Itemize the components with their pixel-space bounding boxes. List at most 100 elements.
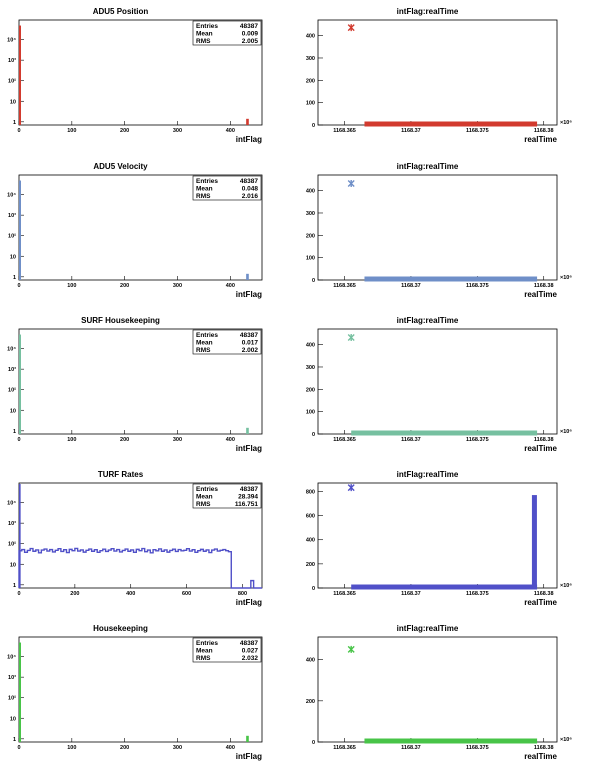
x-tick-label: 1168.37 bbox=[401, 283, 421, 289]
stats-label: Mean bbox=[196, 186, 213, 193]
stats-box bbox=[192, 20, 262, 46]
x-tick-label: 1168.38 bbox=[534, 591, 554, 597]
chart-title: intFlag:realTime bbox=[397, 162, 459, 171]
stats-label: RMS bbox=[196, 38, 211, 45]
x-tick-label: 100 bbox=[67, 437, 76, 443]
y-tick-label: 10⁴ bbox=[7, 501, 16, 507]
hist-bin bbox=[246, 735, 249, 742]
plot-frame bbox=[18, 482, 263, 589]
stats-value: 2.032 bbox=[242, 655, 259, 662]
y-tick-label: 10³ bbox=[8, 674, 16, 681]
x-tick-label: 1168.365 bbox=[333, 591, 356, 597]
x-axis-label: realTime bbox=[524, 752, 557, 761]
y-tick-label: 400 bbox=[306, 343, 315, 349]
chart-title: intFlag:realTime bbox=[397, 624, 459, 633]
y-tick-label: 1 bbox=[13, 583, 16, 589]
chart-title: SURF Housekeeping bbox=[81, 316, 160, 325]
stats-label: RMS bbox=[196, 655, 211, 662]
x-axis-label: intFlag bbox=[236, 752, 262, 761]
scatter-band bbox=[351, 430, 538, 436]
hist-bin bbox=[246, 427, 249, 434]
hist-bin bbox=[246, 118, 249, 125]
scatter-band bbox=[364, 121, 538, 127]
x-tick-label: 300 bbox=[173, 283, 182, 289]
y-tick-label: 10² bbox=[8, 541, 16, 548]
stats-value: 0.027 bbox=[242, 648, 259, 655]
hist-step-line bbox=[18, 547, 262, 589]
x-tick-label: 600 bbox=[182, 591, 191, 597]
plot-frame bbox=[317, 174, 558, 281]
stats-box bbox=[192, 329, 262, 355]
chart-panel-8: intFlag:realTime 1168.365 1168.37 1168.375 1… bbox=[306, 470, 573, 607]
y-tick-label: 400 bbox=[306, 538, 315, 544]
stats-label: Mean bbox=[196, 494, 213, 501]
y-tick-label: 10³ bbox=[8, 57, 16, 64]
y-tick-label: 100 bbox=[306, 101, 315, 107]
y-tick-label: 10² bbox=[8, 233, 16, 240]
x-tick-label: 0 bbox=[17, 745, 20, 751]
x-tick-label: 300 bbox=[173, 437, 182, 443]
stats-value: 48387 bbox=[240, 23, 258, 30]
x-tick-label: 400 bbox=[126, 591, 135, 597]
y-tick-label: 1 bbox=[13, 120, 16, 126]
x-exponent: ×10⁶ bbox=[560, 737, 572, 743]
stats-label: Entries bbox=[196, 332, 218, 339]
x-tick-label: 1168.38 bbox=[534, 745, 554, 751]
chart-title: ADU5 Velocity bbox=[93, 162, 148, 171]
x-axis-label: realTime bbox=[524, 290, 557, 299]
x-tick-label: 400 bbox=[226, 128, 235, 134]
x-tick-label: 200 bbox=[120, 745, 129, 751]
y-tick-label: 100 bbox=[306, 256, 315, 262]
y-tick-label: 400 bbox=[306, 658, 315, 664]
chart-panel-10: intFlag:realTime 1168.365 1168.37 1168.375 1… bbox=[306, 624, 573, 761]
stats-value: 2.005 bbox=[242, 38, 259, 45]
y-tick-label: 10³ bbox=[8, 366, 16, 373]
y-tick-label: 0 bbox=[312, 740, 315, 746]
x-axis-label: realTime bbox=[524, 598, 557, 607]
scatter-point bbox=[347, 484, 355, 492]
y-tick-label: 100 bbox=[306, 410, 315, 416]
stats-label: Entries bbox=[196, 640, 218, 647]
chart-panel-3: ADU5 Velocity 0 100 200 300 400 1 10 10² 10³ 10⁴ in… bbox=[7, 162, 263, 299]
x-tick-label: 1168.365 bbox=[333, 128, 356, 134]
y-tick-label: 400 bbox=[306, 34, 315, 40]
y-tick-label: 300 bbox=[306, 211, 315, 217]
y-tick-label: 200 bbox=[306, 562, 315, 568]
chart-title: intFlag:realTime bbox=[397, 7, 459, 16]
x-axis-label: intFlag bbox=[236, 444, 262, 453]
x-tick-label: 1168.37 bbox=[401, 128, 421, 134]
scatter-vband bbox=[531, 495, 537, 588]
x-tick-label: 200 bbox=[120, 128, 129, 134]
stats-label: Entries bbox=[196, 23, 218, 30]
x-tick-label: 100 bbox=[67, 745, 76, 751]
scatter-point bbox=[347, 645, 355, 653]
x-tick-label: 1168.375 bbox=[466, 283, 489, 289]
stats-value: 2.002 bbox=[242, 347, 259, 354]
stats-value: 0.017 bbox=[242, 340, 259, 347]
x-tick-label: 1168.365 bbox=[333, 745, 356, 751]
hist-bin bbox=[19, 25, 21, 126]
x-tick-label: 1168.365 bbox=[333, 437, 356, 443]
stats-label: Entries bbox=[196, 178, 218, 185]
hist-bin bbox=[19, 334, 21, 434]
x-axis-label: intFlag bbox=[236, 290, 262, 299]
y-tick-label: 400 bbox=[306, 189, 315, 195]
stats-label: RMS bbox=[196, 193, 211, 200]
plot-frame bbox=[317, 482, 558, 589]
x-tick-label: 100 bbox=[67, 128, 76, 134]
chart-title: intFlag:realTime bbox=[397, 470, 459, 479]
stats-value: 48387 bbox=[240, 332, 258, 339]
chart-panel-6: intFlag:realTime 1168.365 1168.37 1168.375 1… bbox=[306, 316, 573, 453]
x-tick-label: 0 bbox=[17, 437, 20, 443]
y-tick-label: 0 bbox=[312, 432, 315, 438]
stats-value: 2.016 bbox=[242, 193, 259, 200]
y-tick-label: 10³ bbox=[8, 520, 16, 527]
y-tick-label: 300 bbox=[306, 56, 315, 62]
x-tick-label: 1168.38 bbox=[534, 437, 554, 443]
y-tick-label: 200 bbox=[306, 387, 315, 393]
scatter-band bbox=[364, 276, 538, 282]
x-tick-label: 0 bbox=[17, 128, 20, 134]
y-tick-label: 10⁴ bbox=[7, 38, 16, 44]
stats-value: 48387 bbox=[240, 640, 258, 647]
